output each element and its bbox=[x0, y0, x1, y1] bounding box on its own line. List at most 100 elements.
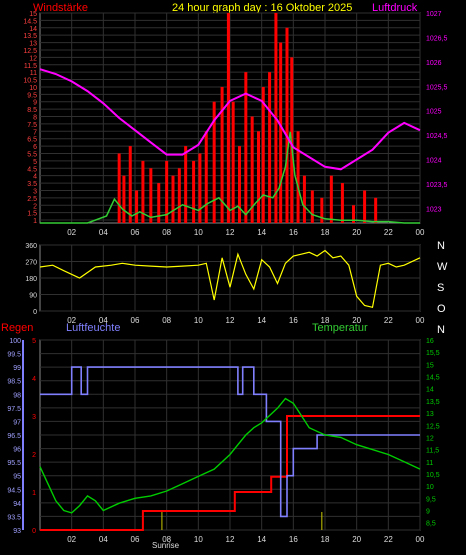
x-tick-label: 18 bbox=[321, 228, 330, 237]
pressure-axis-title: Luftdruck bbox=[372, 2, 418, 14]
left-tick-label: 15 bbox=[29, 11, 37, 18]
wind-bar bbox=[149, 168, 153, 223]
wind-bar bbox=[250, 116, 254, 223]
humidity-tick-label: 96.5 bbox=[7, 433, 21, 440]
left-tick-label: 9 bbox=[33, 100, 37, 107]
left-tick-label: 5.5 bbox=[27, 151, 37, 158]
rain-humidity-temperature-panel: 02 04 06 08 10 12 14 16 18 20 22 009393.59494.59595… bbox=[7, 338, 439, 544]
temperature-tick-label: 10,5 bbox=[426, 472, 440, 479]
left-tick-label: 10.5 bbox=[23, 78, 37, 85]
left-tick-label: 4.5 bbox=[27, 166, 37, 173]
x-tick-label: 20 bbox=[352, 228, 361, 237]
left-tick-label: 7.5 bbox=[27, 122, 37, 129]
humidity-tick-label: 100 bbox=[9, 338, 21, 345]
left-tick-label: 6 bbox=[33, 144, 37, 151]
temperature-tick-label: 15 bbox=[426, 362, 434, 369]
x-tick-label: 18 bbox=[321, 316, 330, 325]
x-tick-label: 16 bbox=[289, 535, 298, 544]
x-tick-label: 04 bbox=[99, 535, 108, 544]
x-tick-label: 22 bbox=[384, 535, 393, 544]
left-tick-label: 5 bbox=[33, 159, 37, 166]
x-tick-label: 22 bbox=[384, 316, 393, 325]
wind-axis-title: Windstärke bbox=[33, 2, 88, 14]
compass-s: S bbox=[437, 282, 444, 294]
x-tick-label: 20 bbox=[352, 316, 361, 325]
humidity-tick-label: 94.5 bbox=[7, 487, 21, 494]
wind-bar bbox=[320, 197, 324, 223]
left-tick-label: 2.5 bbox=[27, 196, 37, 203]
left-tick-label: 3.5 bbox=[27, 181, 37, 188]
humidity-axis-title: Luftfeuchte bbox=[66, 322, 120, 334]
wind-bar bbox=[285, 27, 289, 224]
humidity-tick-label: 99 bbox=[13, 365, 21, 372]
left-tick-label: 13 bbox=[29, 41, 37, 48]
x-tick-label: 12 bbox=[226, 535, 235, 544]
temperature-tick-label: 9,5 bbox=[426, 496, 436, 503]
temperature-tick-label: 12 bbox=[426, 435, 434, 442]
x-tick-label: 22 bbox=[384, 228, 393, 237]
humidity-tick-label: 93 bbox=[13, 528, 21, 535]
compass-n-bottom: N bbox=[437, 324, 445, 336]
wind-pressure-panel: 02 04 06 08 10 12 14 16 18 20 22 0011.522.533.544.5… bbox=[23, 11, 447, 237]
left-tick-label: 13.5 bbox=[23, 33, 37, 40]
rain-tick-label: 0 bbox=[32, 528, 36, 535]
x-tick-label: 20 bbox=[352, 535, 361, 544]
humidity-tick-label: 96 bbox=[13, 447, 21, 454]
pressure-line bbox=[39, 68, 421, 171]
compass-labels: N W S O N bbox=[437, 240, 448, 336]
wind-bar bbox=[352, 205, 355, 223]
humidity-tick-label: 94 bbox=[13, 501, 21, 508]
rain-tick-label: 4 bbox=[32, 376, 36, 383]
x-tick-label: 16 bbox=[289, 316, 298, 325]
temperature-line bbox=[39, 397, 421, 514]
temperature-tick-label: 14 bbox=[426, 387, 434, 394]
left-tick-label: 12.5 bbox=[23, 48, 37, 55]
x-tick-label: 08 bbox=[162, 535, 171, 544]
wind-direction-line bbox=[39, 249, 421, 309]
left-tick-label: 1 bbox=[33, 218, 37, 225]
chart-title: 24 hour graph day : 16 Oktober 2025 bbox=[172, 2, 352, 14]
rain-tick-label: 5 bbox=[32, 338, 36, 345]
x-tick-label: 12 bbox=[226, 316, 235, 325]
wind-bar bbox=[128, 146, 132, 223]
compass-n-top: N bbox=[437, 240, 445, 252]
x-tick-label: 06 bbox=[131, 316, 140, 325]
temperature-tick-label: 11 bbox=[426, 460, 433, 467]
wind-bar bbox=[117, 153, 121, 223]
humidity-line bbox=[40, 366, 420, 518]
right-tick-label: 1027 bbox=[426, 11, 442, 18]
x-tick-label: 00 bbox=[416, 228, 425, 237]
wind-bar bbox=[310, 190, 314, 223]
x-tick-label: 00 bbox=[416, 316, 425, 325]
wind-bar bbox=[212, 101, 216, 223]
wind-bar bbox=[177, 168, 181, 223]
temperature-tick-label: 16 bbox=[426, 338, 434, 345]
wind-bar bbox=[122, 175, 126, 223]
right-tick-label: 1025,5 bbox=[426, 84, 448, 91]
wind-bar bbox=[204, 131, 208, 223]
temperature-tick-label: 9 bbox=[426, 509, 430, 516]
right-tick-label: 1023,5 bbox=[426, 182, 448, 189]
x-tick-label: 10 bbox=[194, 316, 203, 325]
gust-line bbox=[40, 131, 420, 224]
x-tick-label: 08 bbox=[162, 316, 171, 325]
wind-bar bbox=[231, 101, 235, 223]
sunrise-label: Sunrise bbox=[152, 541, 180, 550]
left-tick-label: 6.5 bbox=[27, 137, 37, 144]
x-tick-label: 14 bbox=[257, 316, 266, 325]
wind-bar bbox=[226, 13, 230, 223]
right-tick-label: 1023 bbox=[426, 206, 442, 213]
wind-bar bbox=[198, 153, 202, 223]
wind-bar bbox=[261, 86, 265, 223]
right-tick-label: 1025 bbox=[426, 109, 442, 116]
rain-line bbox=[40, 415, 420, 531]
left-tick-label: 11 bbox=[30, 70, 37, 77]
left-tick-label: 14.5 bbox=[23, 18, 37, 25]
temperature-tick-label: 10 bbox=[426, 484, 434, 491]
temperature-tick-label: 14,5 bbox=[426, 375, 440, 382]
wind-bar bbox=[279, 42, 283, 223]
x-tick-label: 04 bbox=[99, 228, 108, 237]
left-tick-label: 14 bbox=[29, 26, 37, 33]
